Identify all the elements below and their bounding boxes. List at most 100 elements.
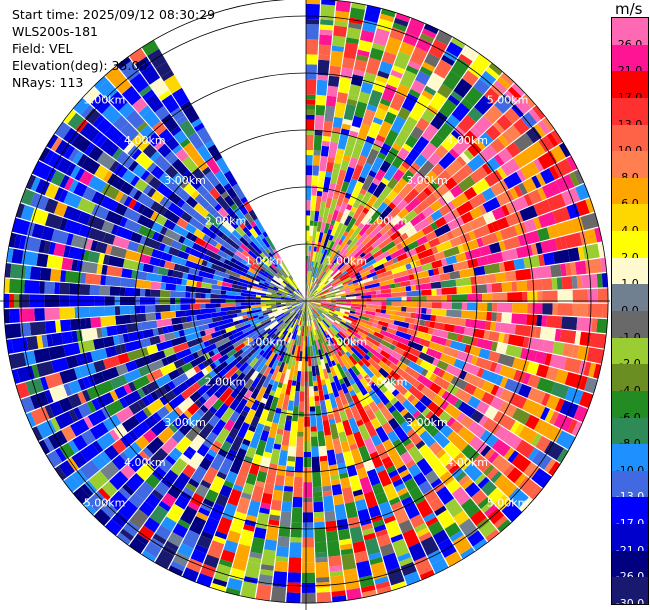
velocity-bin — [54, 121, 71, 139]
colorbar-segment — [611, 151, 649, 179]
velocity-bin — [306, 289, 317, 301]
velocity-bin — [168, 154, 179, 165]
velocity-bin — [274, 371, 282, 383]
velocity-bin — [212, 535, 226, 545]
velocity-bin — [445, 114, 461, 130]
velocity-bin — [312, 345, 317, 356]
velocity-bin — [419, 569, 435, 580]
velocity-bin — [301, 356, 305, 372]
velocity-bin — [425, 410, 435, 421]
velocity-bin — [419, 360, 437, 373]
velocity-bin — [494, 426, 510, 441]
velocity-bin — [267, 310, 278, 316]
velocity-bin — [435, 30, 453, 46]
velocity-bin — [348, 22, 362, 30]
velocity-bin — [232, 484, 244, 492]
velocity-bin — [311, 314, 315, 320]
velocity-bin — [301, 326, 305, 337]
velocity-bin — [119, 451, 131, 464]
velocity-bin — [308, 286, 311, 292]
velocity-bin — [170, 458, 188, 476]
velocity-bin — [281, 501, 292, 512]
velocity-bin — [260, 252, 273, 266]
velocity-bin — [208, 187, 221, 200]
velocity-bin — [366, 104, 378, 112]
velocity-bin — [497, 302, 513, 313]
velocity-bin — [38, 239, 46, 253]
velocity-bin — [303, 457, 312, 468]
velocity-bin — [347, 328, 353, 333]
velocity-bin — [335, 291, 346, 295]
velocity-bin — [416, 458, 433, 476]
velocity-bin — [301, 301, 306, 304]
velocity-bin — [220, 306, 237, 312]
velocity-bin — [370, 156, 384, 174]
velocity-bin — [310, 431, 318, 437]
velocity-bin — [481, 500, 494, 513]
velocity-bin — [498, 332, 505, 343]
velocity-bin — [154, 481, 170, 497]
velocity-bin — [491, 438, 511, 457]
velocity-bin — [402, 170, 415, 183]
velocity-bin — [359, 261, 366, 267]
velocity-bin — [110, 224, 119, 235]
velocity-bin — [361, 235, 372, 246]
velocity-bin — [414, 244, 427, 254]
velocity-bin — [320, 303, 336, 308]
velocity-bin — [158, 128, 173, 144]
velocity-bin — [511, 313, 528, 325]
velocity-bin — [467, 154, 486, 172]
velocity-bin — [318, 170, 326, 182]
velocity-bin — [280, 302, 286, 305]
velocity-bin — [316, 311, 325, 319]
velocity-bin — [340, 548, 354, 556]
velocity-bin — [254, 277, 261, 283]
velocity-bin — [561, 276, 573, 290]
velocity-bin — [210, 583, 226, 592]
velocity-bin — [308, 325, 311, 337]
velocity-bin — [260, 295, 271, 299]
velocity-bin — [333, 364, 343, 381]
velocity-bin — [463, 372, 472, 383]
velocity-bin — [170, 107, 185, 122]
velocity-bin — [101, 104, 122, 125]
velocity-bin — [330, 261, 339, 271]
velocity-bin — [357, 331, 363, 337]
velocity-bin — [270, 317, 276, 322]
velocity-bin — [190, 303, 201, 310]
velocity-bin — [274, 387, 282, 398]
velocity-bin — [261, 344, 274, 358]
velocity-bin — [334, 503, 347, 521]
velocity-bin — [138, 105, 151, 117]
velocity-bin — [428, 237, 441, 248]
velocity-bin — [337, 133, 349, 150]
velocity-bin — [300, 292, 304, 297]
velocity-bin — [399, 491, 411, 501]
velocity-bin — [301, 301, 306, 311]
velocity-bin — [427, 327, 434, 335]
velocity-bin — [162, 326, 169, 334]
velocity-bin — [436, 509, 456, 529]
velocity-bin — [311, 301, 322, 303]
velocity-bin — [306, 285, 308, 291]
velocity-bin — [64, 177, 75, 191]
velocity-bin — [399, 469, 410, 479]
velocity-bin — [173, 472, 191, 491]
velocity-bin — [278, 526, 291, 538]
velocity-bin — [306, 290, 317, 301]
velocity-bin — [577, 246, 585, 261]
velocity-bin — [215, 157, 230, 175]
velocity-bin — [474, 95, 494, 115]
velocity-bin — [408, 360, 424, 374]
velocity-bin — [184, 246, 192, 254]
velocity-bin — [353, 282, 359, 287]
velocity-bin — [496, 217, 510, 230]
velocity-bin — [386, 74, 401, 88]
velocity-bin — [81, 328, 98, 341]
velocity-bin — [280, 299, 296, 301]
velocity-bin — [439, 424, 454, 438]
velocity-bin — [493, 80, 508, 94]
velocity-bin — [449, 270, 461, 280]
velocity-bin — [48, 345, 66, 360]
velocity-bin — [194, 544, 209, 554]
